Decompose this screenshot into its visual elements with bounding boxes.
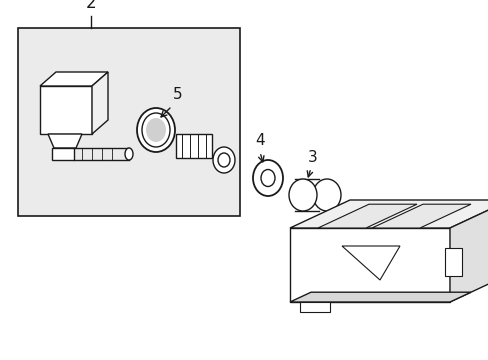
Polygon shape	[48, 134, 82, 148]
Polygon shape	[289, 292, 470, 302]
Polygon shape	[299, 302, 329, 312]
Ellipse shape	[252, 160, 283, 196]
Polygon shape	[40, 86, 92, 134]
Polygon shape	[449, 200, 488, 302]
Bar	[18, 28, 240, 216]
Text: 2: 2	[86, 0, 96, 12]
Ellipse shape	[146, 118, 165, 142]
Ellipse shape	[218, 153, 229, 167]
Polygon shape	[40, 72, 108, 86]
Ellipse shape	[142, 113, 170, 147]
Polygon shape	[371, 204, 470, 228]
Polygon shape	[341, 246, 399, 280]
Polygon shape	[444, 248, 461, 276]
Polygon shape	[289, 228, 449, 302]
Text: 4: 4	[255, 133, 264, 148]
Ellipse shape	[261, 170, 274, 186]
Ellipse shape	[125, 148, 133, 160]
Ellipse shape	[137, 108, 175, 152]
Polygon shape	[317, 204, 416, 228]
Text: 3: 3	[307, 150, 317, 165]
Text: 5: 5	[173, 87, 183, 102]
Ellipse shape	[288, 179, 316, 211]
Ellipse shape	[312, 179, 340, 211]
Ellipse shape	[213, 147, 235, 173]
Polygon shape	[289, 200, 488, 228]
Bar	[176, 134, 212, 158]
Polygon shape	[52, 148, 74, 160]
Polygon shape	[92, 72, 108, 134]
